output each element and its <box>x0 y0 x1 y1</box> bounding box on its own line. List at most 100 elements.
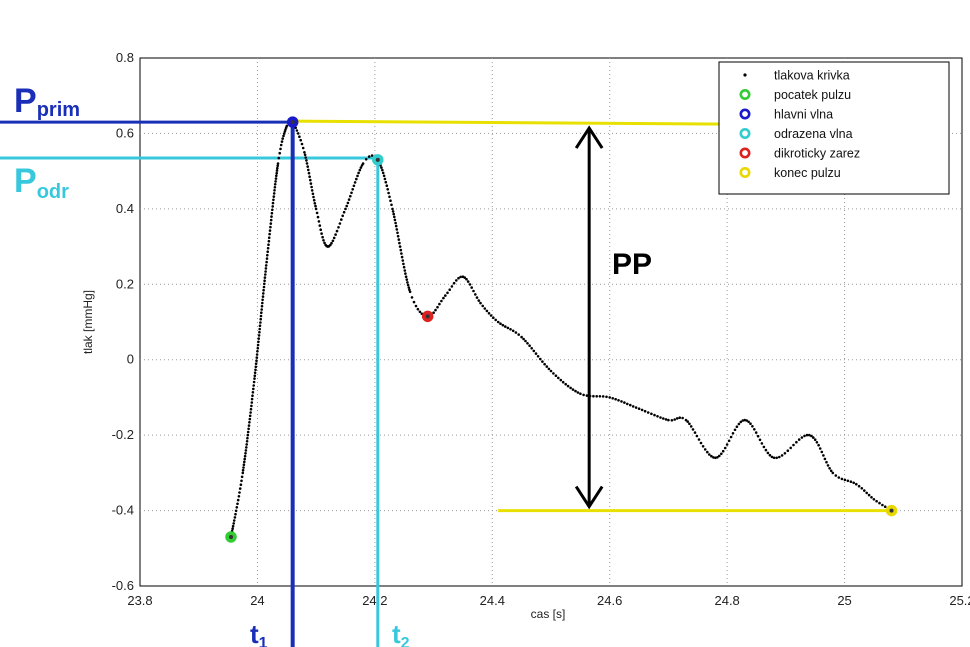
curve-point <box>245 440 249 443</box>
curve-point <box>367 155 371 158</box>
curve-point <box>775 456 778 460</box>
x-tick-label: 24 <box>250 593 264 608</box>
curve-point <box>232 519 236 522</box>
curve-point <box>400 252 403 255</box>
curve-point <box>760 442 764 445</box>
curve-point <box>494 318 498 322</box>
curve-point <box>394 224 398 228</box>
curve-point <box>270 215 273 218</box>
konec-pulzu-marker-center <box>889 508 894 513</box>
curve-point <box>506 326 510 330</box>
legend-box <box>718 61 950 195</box>
curve-point <box>432 311 435 315</box>
curve-point <box>826 464 830 467</box>
curve-point <box>239 483 243 487</box>
curve-point <box>251 391 255 394</box>
p-prim-label: Pprim <box>14 82 80 121</box>
curve-point <box>659 416 662 419</box>
curve-point <box>675 417 679 420</box>
legend-label-pocatek-pulzu: pocatek pulzu <box>774 88 851 102</box>
curve-point <box>359 166 363 169</box>
curve-point <box>483 307 487 310</box>
curve-point <box>470 286 474 289</box>
curve-point <box>351 188 355 191</box>
curve-point <box>263 282 266 286</box>
curve-point <box>314 207 318 211</box>
curve-point <box>452 281 456 285</box>
curve-point <box>270 211 274 215</box>
curve-point <box>720 452 723 456</box>
curve-point <box>356 174 359 178</box>
curve-point <box>574 389 577 393</box>
curve-point <box>695 434 699 438</box>
curve-point <box>285 124 289 128</box>
curve-point <box>232 522 235 525</box>
curve-point <box>312 195 315 199</box>
curve-point <box>346 201 350 205</box>
curve-point <box>703 448 707 451</box>
curve-point <box>264 273 267 276</box>
curve-point <box>388 195 391 199</box>
curve-point <box>275 169 279 172</box>
curve-point <box>741 419 745 422</box>
curve-point <box>837 476 841 479</box>
curve-point <box>504 325 507 328</box>
curve-point <box>747 420 750 424</box>
curve-point <box>831 471 835 475</box>
curve-point <box>650 412 653 416</box>
curve-point <box>530 347 533 350</box>
curve-point <box>812 436 815 439</box>
curve-point <box>436 305 439 309</box>
curve-point <box>272 192 276 195</box>
curve-point <box>805 433 809 437</box>
curve-point <box>712 456 715 459</box>
y-tick-label: 0.2 <box>116 276 134 291</box>
curve-point <box>653 413 656 417</box>
curve-point <box>241 471 245 475</box>
curve-point <box>245 443 248 446</box>
curve-point <box>320 232 323 235</box>
curve-point <box>307 171 311 175</box>
curve-point <box>253 377 256 380</box>
curve-point <box>450 285 454 288</box>
curve-point <box>745 419 748 422</box>
curve-point <box>264 267 268 270</box>
curve-point <box>727 439 731 443</box>
curve-point <box>545 365 549 368</box>
curve-point <box>403 269 407 272</box>
curve-point <box>247 427 250 431</box>
y-tick-label: -0.2 <box>112 427 134 442</box>
curve-point <box>392 212 396 216</box>
curve-point <box>269 222 273 225</box>
curve-point <box>865 491 868 495</box>
curve-point <box>301 146 305 150</box>
curve-point <box>255 353 259 356</box>
curve-point <box>275 174 278 178</box>
curve-point <box>410 296 414 299</box>
curve-point <box>267 236 271 239</box>
curve-point <box>265 257 269 260</box>
curve-point <box>737 422 741 426</box>
curve-point <box>459 275 463 279</box>
curve-point <box>260 311 263 315</box>
curve-point <box>514 331 518 334</box>
curve-point <box>254 365 258 369</box>
legend-swatch-pocatek-pulzu <box>739 89 751 101</box>
curve-point <box>608 396 611 399</box>
curve-point <box>276 166 279 170</box>
curve-point <box>278 151 282 155</box>
curve-point <box>237 495 241 498</box>
curve-point <box>828 467 831 470</box>
curve-point <box>395 228 399 231</box>
curve-point <box>549 369 553 373</box>
p-odr-main: P <box>14 162 37 200</box>
curve-point <box>281 137 285 140</box>
curve-point <box>770 455 774 459</box>
legend-label-konec-pulzu: konec pulzu <box>774 166 841 180</box>
curve-point <box>268 232 271 236</box>
curve-point <box>385 184 389 187</box>
curve-point <box>539 357 542 361</box>
curve-point <box>267 239 271 243</box>
curve-point <box>566 384 570 388</box>
curve-point <box>391 207 394 211</box>
